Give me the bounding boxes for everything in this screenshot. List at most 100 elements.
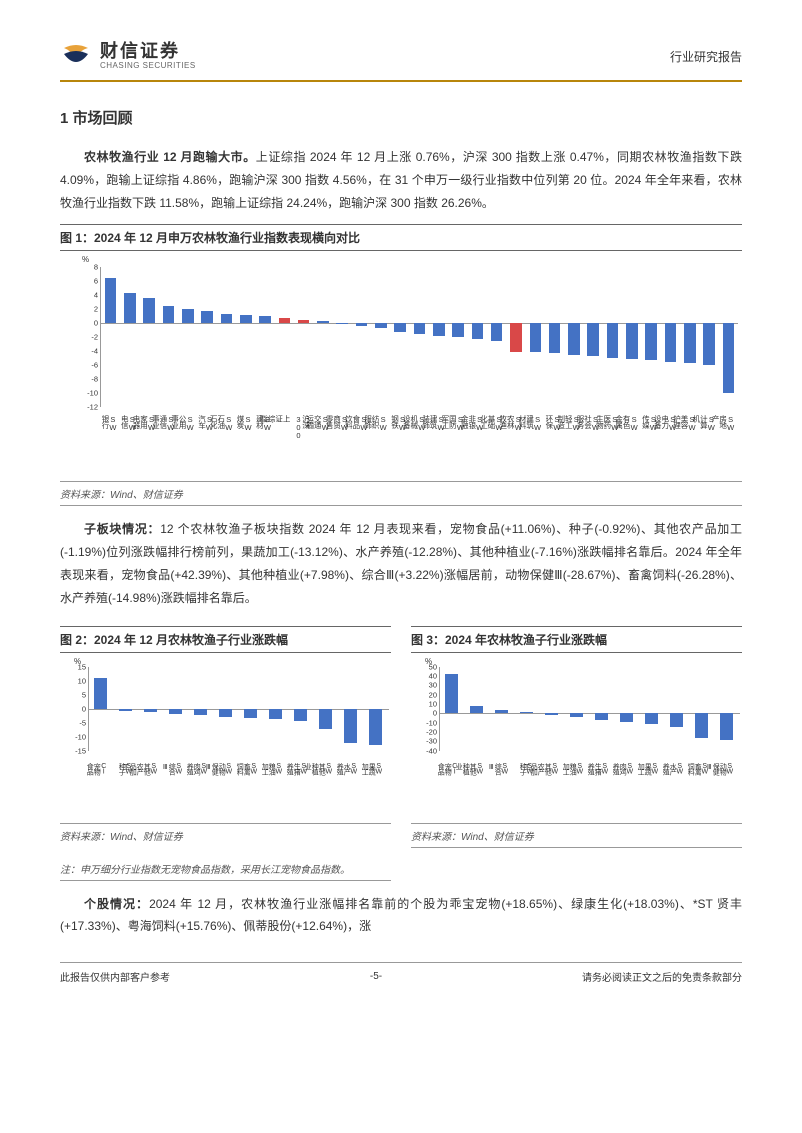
ytick: 20 (429, 690, 440, 699)
chart3: % -40-30-20-1001020304050CI宠物食品SW其他种植业SW… (411, 653, 742, 823)
category-label: SW其他农产品加工 (545, 763, 559, 774)
chart1-bar (703, 323, 715, 365)
category-label: SW其他农产品加工 (144, 763, 158, 774)
paragraph-market: 农林牧渔行业 12 月跑输大市。上证综指 2024 年 12 月上涨 0.76%… (60, 146, 742, 214)
page-footer: 此报告仅供内部客户参考 -5- 请务必阅读正文之后的免责条款部分 (60, 962, 742, 984)
chart1-ytick: 0 (94, 319, 101, 328)
ytick: -5 (79, 718, 89, 727)
chart1-bar (259, 316, 271, 323)
category-label: SW生猪养殖 (595, 763, 609, 774)
bar (670, 713, 684, 727)
chart1-bar (549, 323, 561, 353)
chart1-bar (472, 323, 484, 339)
bar (495, 710, 509, 713)
category-label: SW肉鸡养殖 (620, 763, 634, 774)
bar (194, 709, 208, 716)
ytick: 30 (429, 681, 440, 690)
chart2: % -15-10-5051015CI宠物食品SW种子SW其他农产品加工SW综合Ⅲ… (60, 653, 391, 823)
chart1-bar (124, 293, 136, 323)
chart1-bar (433, 323, 445, 336)
category-label: SW果蔬加工 (645, 763, 659, 774)
category-label: SW水产养殖 (670, 763, 684, 774)
paragraph-subsector: 子板块情况：12 个农林牧渔子板块指数 2024 年 12 月表现来看，宠物食品… (60, 518, 742, 609)
category-label: SW综合Ⅲ (169, 763, 183, 774)
chart1-bar (568, 323, 580, 355)
chart1-bar (182, 309, 194, 323)
footer-right: 请务必阅读正文之后的免责条款部分 (582, 969, 742, 984)
section-heading: 1 市场回顾 (60, 107, 742, 128)
bar (269, 709, 283, 720)
chart1-bar (163, 306, 175, 324)
chart2-source: 资料来源：Wind、财信证券 (60, 823, 391, 847)
chart1-bar (452, 323, 464, 337)
ytick: 10 (78, 676, 89, 685)
ytick: 0 (433, 709, 440, 718)
ytick: 50 (429, 662, 440, 671)
brand-logo-icon (60, 40, 92, 72)
chart1-category-label: 上证综指 (279, 415, 291, 422)
chart1-bar (279, 318, 291, 323)
chart1-bar (414, 323, 426, 334)
bar (294, 709, 308, 721)
chart1-ytick: -4 (91, 347, 101, 356)
category-label: SW动物保健Ⅲ (219, 763, 233, 774)
chart2-note: 注：申万细分行业指数无宠物食品指数，采用长江宠物食品指数。 (60, 859, 391, 881)
chart1-bar (607, 323, 619, 357)
para3-body: 2024 年 12 月，农林牧渔行业涨幅排名靠前的个股为乖宝宠物(+18.65%… (60, 897, 742, 934)
chart1-source: 资料来源：Wind、财信证券 (60, 481, 742, 506)
chart3-source: 资料来源：Wind、财信证券 (411, 823, 742, 848)
brand-name-cn: 财信证券 (100, 42, 196, 62)
category-label: SW其他种植业 (319, 763, 333, 774)
chart1-bar (298, 320, 310, 323)
ytick: -20 (426, 727, 440, 736)
chart1-ytick: 4 (94, 291, 101, 300)
chart1-bar (143, 298, 155, 323)
chart1-category-label: SW石油石化 (221, 415, 233, 431)
ytick: 40 (429, 671, 440, 680)
ytick: 5 (82, 690, 89, 699)
bar (720, 713, 734, 740)
chart1-ytick: 6 (94, 277, 101, 286)
ytick: 10 (429, 699, 440, 708)
ytick: -10 (75, 732, 89, 741)
chart1-bar (530, 323, 542, 352)
chart1-category-label: SW建筑材料 (530, 415, 542, 431)
bar (570, 713, 584, 717)
ytick: -15 (75, 746, 89, 755)
chart1-ytick: -10 (87, 389, 101, 398)
chart1-bar (240, 315, 252, 323)
category-label: SW综合Ⅲ (495, 763, 509, 774)
chart1-category-label: SW公用事业 (182, 415, 194, 431)
doc-type-label: 行业研究报告 (670, 48, 742, 65)
chart1-category-label: SW房地产 (723, 415, 735, 431)
ytick: -40 (426, 746, 440, 755)
bar (144, 709, 158, 712)
bar (695, 713, 709, 738)
category-label: SW粮油加工 (269, 763, 283, 774)
ytick: 0 (82, 704, 89, 713)
category-label: SW其他种植业 (470, 763, 484, 774)
brand-logo-block: 财信证券 CHASING SECURITIES (60, 40, 196, 72)
chart3-title: 图 3：2024 年农林牧渔子行业涨跌幅 (411, 626, 742, 653)
bar (94, 678, 108, 709)
bar (244, 709, 258, 718)
chart1-bar (723, 323, 735, 393)
chart1-category-label: SW有色金属 (626, 415, 638, 431)
category-label: SW动物保健Ⅲ (720, 763, 734, 774)
chart1-ytick: 2 (94, 305, 101, 314)
category-label: CI宠物食品 (94, 763, 108, 774)
footer-page-number: -5- (370, 971, 382, 982)
chart1-ytick: -8 (91, 375, 101, 384)
chart1-category-label: SW银行 (105, 415, 117, 431)
bar (319, 709, 333, 729)
chart1-ytick: -6 (91, 361, 101, 370)
para2-body: 12 个农林牧渔子板块指数 2024 年 12 月表现来看，宠物食品(+11.0… (60, 522, 742, 604)
chart1-ytick: -12 (87, 403, 101, 412)
chart1-bar (221, 314, 233, 323)
page-header: 财信证券 CHASING SECURITIES 行业研究报告 (60, 40, 742, 82)
category-label: SW果蔬加工 (369, 763, 383, 774)
chart1-ytick: -2 (91, 333, 101, 342)
bar (169, 709, 183, 714)
chart1-bar (336, 323, 348, 324)
chart1-bar (375, 323, 387, 327)
